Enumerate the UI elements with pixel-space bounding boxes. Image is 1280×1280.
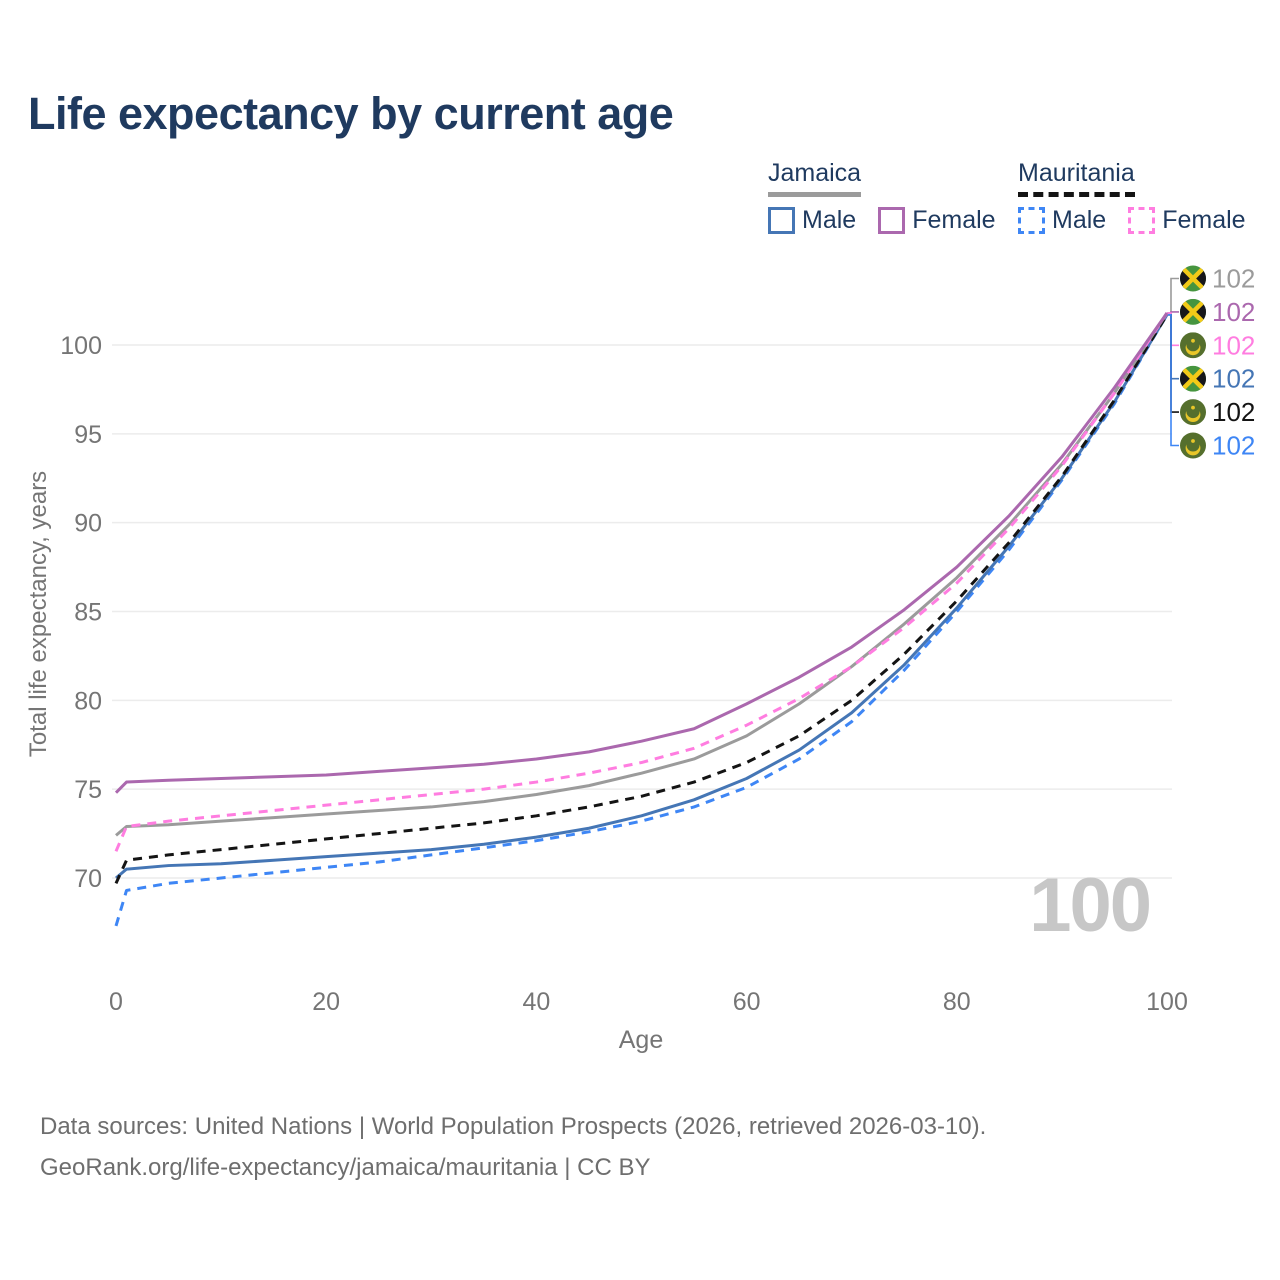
y-tick-label: 80 [74,687,102,715]
end-label-connector [1167,312,1179,347]
flag-icon-jamaica [1179,265,1207,293]
flag-icon-jamaica [1179,365,1207,393]
series-line-jamaica_total [115,312,1169,837]
legend-item-mauritania-female[interactable]: Female [1128,205,1246,235]
x-tick-label: 20 [312,988,340,1016]
series-line-jamaica_male [115,314,1169,880]
x-tick-label: 60 [733,988,761,1016]
legend-item-mauritania-male[interactable]: Male [1018,206,1106,235]
end-value-label-mauritania_male: 102 [1212,431,1255,461]
end-value-label-jamaica_male: 102 [1212,364,1255,394]
x-tick-label: 0 [109,988,123,1016]
x-tick-label: 80 [943,988,971,1016]
checkbox-mauritania-male[interactable] [1018,206,1045,234]
y-tick-label: 90 [74,510,102,538]
series-line-mauritania_female [114,312,1169,852]
end-value-label-mauritania_female: 102 [1212,330,1255,360]
flag-icon-jamaica [1179,298,1207,326]
series-line-mauritania_male [114,314,1169,927]
y-tick-label: 85 [74,598,102,626]
checkbox-jamaica-female[interactable] [878,206,906,234]
legend-item-label: Male [1052,205,1107,234]
x-axis-title: Age [619,1026,663,1054]
y-tick-label: 100 [60,332,102,360]
flag-icon-mauritania [1180,399,1206,425]
legend-item-label: Male [802,205,857,234]
legend-country-jamaica[interactable]: Jamaica [768,159,862,197]
end-label-connector [1167,313,1179,413]
footer: Data sources: United Nations | World Pop… [40,1106,986,1188]
legend-country-mauritania[interactable]: Mauritania [1018,159,1135,197]
animation-age-counter: 100 [1029,863,1152,948]
y-tick-label: 95 [74,421,102,449]
flag-icon-mauritania [1180,332,1206,358]
legend-item-label: Female [912,205,996,234]
footer-attribution: GeoRank.org/life-expectancy/jamaica/maur… [40,1154,651,1181]
y-axis-title: Total life expectancy, years [25,471,52,757]
flag-icon-mauritania [1180,433,1206,459]
end-label-connector [1167,313,1179,447]
x-tick-label: 100 [1146,988,1188,1016]
checkbox-jamaica-male[interactable] [768,206,795,234]
legend-group-jamaica: Jamaica Male Female [768,159,1018,235]
end-value-label-jamaica_female: 102 [1212,297,1255,327]
end-value-label-jamaica_total: 102 [1212,264,1255,294]
legend-item-jamaica-male[interactable]: Male [768,206,856,235]
series-line-jamaica_female [114,312,1169,794]
series-line-mauritania_total [114,313,1169,884]
legend-item-label: Female [1162,205,1246,234]
end-label-connector [1167,313,1179,380]
y-tick-label: 75 [74,776,102,804]
legend-group-mauritania: Mauritania Male Female [1018,159,1268,235]
footer-sources: Data sources: United Nations | World Pop… [40,1113,987,1140]
page-title: Life expectancy by current age [28,88,674,139]
x-tick-label: 40 [522,988,550,1016]
y-tick-label: 70 [74,865,102,893]
end-label-connector [1167,277,1179,314]
checkbox-mauritania-female[interactable] [1128,206,1156,234]
legend-item-jamaica-female[interactable]: Female [878,205,996,235]
end-value-label-mauritania_total: 102 [1212,397,1255,427]
